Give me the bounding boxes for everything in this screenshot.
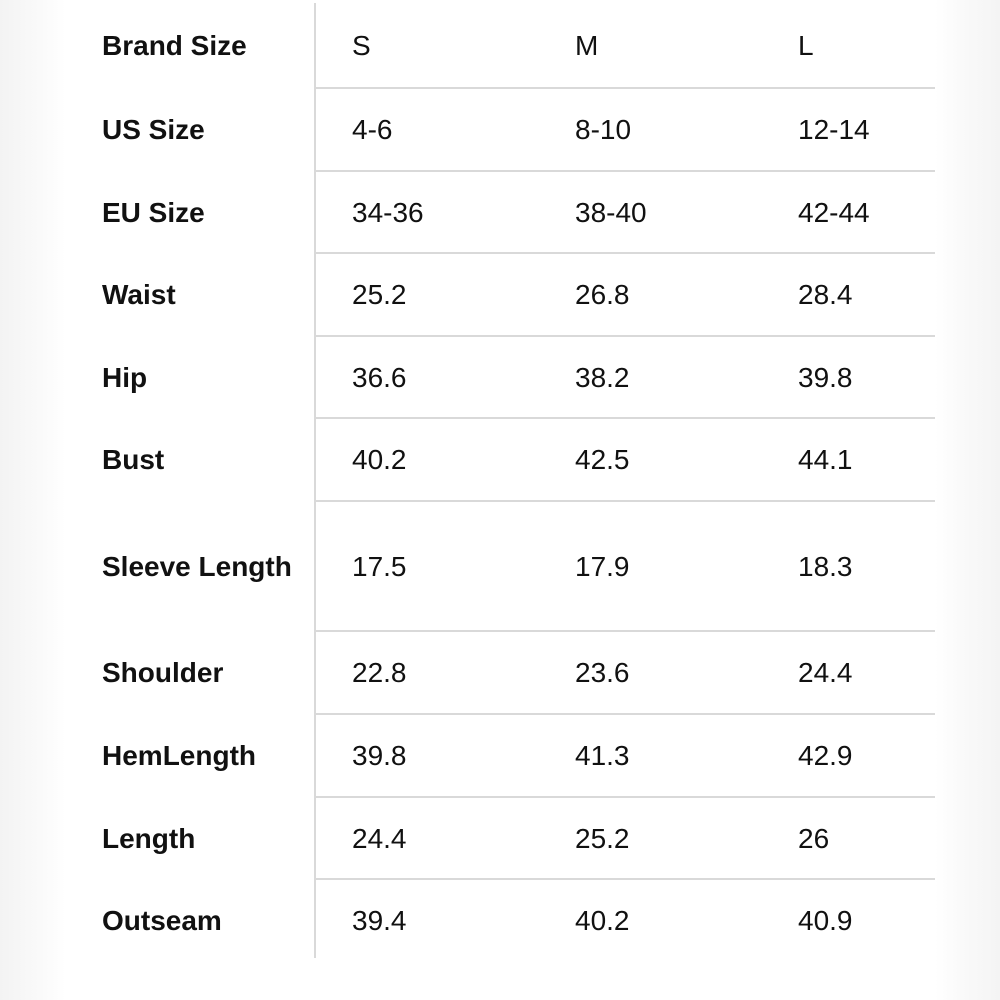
row-divider (314, 630, 935, 632)
size-value: 39.8 (352, 740, 407, 771)
size-value: 28.4 (798, 279, 853, 310)
size-value: 24.4 (798, 657, 853, 688)
size-value: 23.6 (575, 657, 630, 688)
row-divider (314, 713, 935, 715)
row-divider (314, 335, 935, 337)
row-label: US Size (102, 114, 205, 145)
size-value: 38.2 (575, 361, 630, 393)
column-divider (314, 3, 316, 958)
size-value: 42.5 (575, 444, 630, 475)
size-value: 40.9 (798, 905, 853, 936)
size-value: 41.3 (575, 740, 630, 771)
row-divider (314, 417, 935, 419)
row-label: Outseam (102, 905, 222, 936)
row-label: Brand Size (102, 29, 247, 61)
row-label: EU Size (102, 196, 205, 228)
row-divider (314, 878, 935, 880)
size-value: 24.4 (352, 822, 407, 854)
row-label: Length (102, 822, 196, 854)
size-value: 40.2 (575, 905, 630, 936)
row-label: Waist (102, 279, 176, 310)
size-value: 44.1 (798, 444, 853, 475)
size-value: 34-36 (352, 196, 424, 228)
size-header: M (575, 29, 599, 61)
size-value: 12-14 (798, 114, 870, 145)
row-divider (314, 87, 935, 89)
size-value: 22.8 (352, 657, 407, 688)
row-divider (314, 500, 935, 502)
row-divider (314, 170, 935, 172)
size-value: 25.2 (352, 279, 407, 310)
size-header: L (798, 29, 814, 61)
size-header: S (352, 29, 371, 61)
size-value: 42.9 (798, 740, 853, 771)
size-value: 39.8 (798, 361, 853, 393)
size-value: 8-10 (575, 114, 632, 145)
size-value: 17.5 (352, 550, 407, 582)
size-value: 40.2 (352, 444, 407, 475)
row-label: HemLength (102, 740, 256, 771)
row-divider (314, 796, 935, 798)
size-value: 4-6 (352, 114, 393, 145)
size-value: 25.2 (575, 822, 630, 854)
size-value: 26 (798, 822, 830, 854)
row-label: Sleeve Length (102, 550, 292, 582)
size-value: 38-40 (575, 196, 647, 228)
size-value: 17.9 (575, 550, 630, 582)
size-value: 39.4 (352, 905, 407, 936)
row-label: Hip (102, 361, 148, 393)
size-value: 18.3 (798, 550, 853, 582)
size-value: 36.6 (352, 361, 407, 393)
size-value: 26.8 (575, 279, 630, 310)
row-divider (314, 252, 935, 254)
row-label: Shoulder (102, 657, 224, 688)
row-label: Bust (102, 444, 165, 475)
size-value: 42-44 (798, 196, 870, 228)
